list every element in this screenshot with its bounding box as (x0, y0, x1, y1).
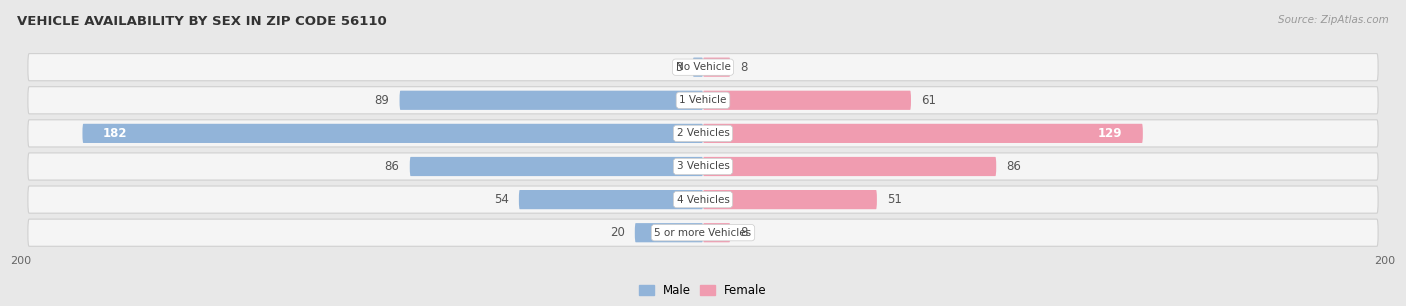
Text: 51: 51 (887, 193, 903, 206)
Text: 20: 20 (610, 226, 624, 239)
FancyBboxPatch shape (399, 91, 703, 110)
FancyBboxPatch shape (28, 120, 1378, 147)
FancyBboxPatch shape (28, 219, 1378, 246)
Text: Source: ZipAtlas.com: Source: ZipAtlas.com (1278, 15, 1389, 25)
Text: 5 or more Vehicles: 5 or more Vehicles (654, 228, 752, 238)
Text: 86: 86 (1007, 160, 1021, 173)
FancyBboxPatch shape (703, 91, 911, 110)
Text: 1 Vehicle: 1 Vehicle (679, 95, 727, 105)
FancyBboxPatch shape (703, 124, 1143, 143)
FancyBboxPatch shape (703, 157, 997, 176)
Text: 2 Vehicles: 2 Vehicles (676, 129, 730, 138)
FancyBboxPatch shape (28, 87, 1378, 114)
FancyBboxPatch shape (409, 157, 703, 176)
FancyBboxPatch shape (703, 223, 730, 242)
Text: 8: 8 (741, 226, 748, 239)
Text: 182: 182 (103, 127, 128, 140)
Text: No Vehicle: No Vehicle (675, 62, 731, 72)
FancyBboxPatch shape (703, 58, 730, 77)
FancyBboxPatch shape (28, 153, 1378, 180)
Text: 4 Vehicles: 4 Vehicles (676, 195, 730, 205)
Text: 86: 86 (385, 160, 399, 173)
FancyBboxPatch shape (636, 223, 703, 242)
Text: 89: 89 (374, 94, 389, 107)
FancyBboxPatch shape (703, 190, 877, 209)
FancyBboxPatch shape (693, 58, 703, 77)
Text: 3: 3 (675, 61, 682, 74)
Text: 61: 61 (921, 94, 936, 107)
Text: 3 Vehicles: 3 Vehicles (676, 162, 730, 171)
Text: 129: 129 (1098, 127, 1122, 140)
Text: 54: 54 (494, 193, 509, 206)
FancyBboxPatch shape (83, 124, 703, 143)
FancyBboxPatch shape (28, 54, 1378, 81)
Text: VEHICLE AVAILABILITY BY SEX IN ZIP CODE 56110: VEHICLE AVAILABILITY BY SEX IN ZIP CODE … (17, 15, 387, 28)
FancyBboxPatch shape (519, 190, 703, 209)
Legend: Male, Female: Male, Female (634, 279, 772, 302)
FancyBboxPatch shape (28, 186, 1378, 213)
Text: 8: 8 (741, 61, 748, 74)
